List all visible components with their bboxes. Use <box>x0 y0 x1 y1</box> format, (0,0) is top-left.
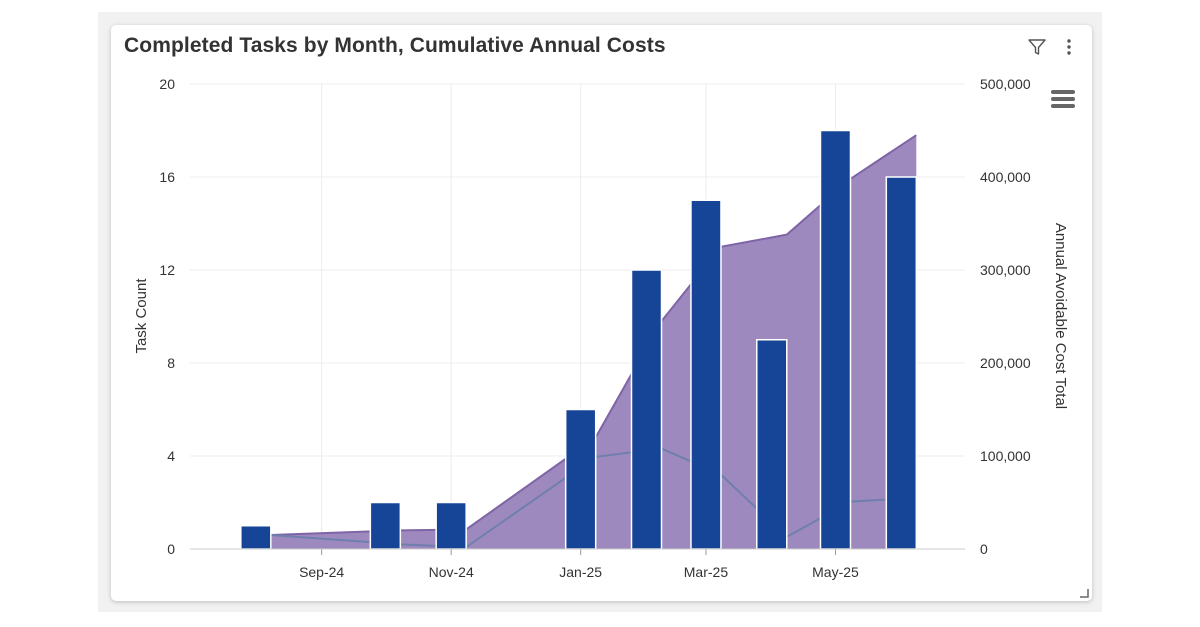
y-tick-label: 20 <box>159 76 175 92</box>
task-count-bar <box>690 199 722 550</box>
task-count-bar <box>819 129 852 550</box>
task-count-bar <box>756 339 788 550</box>
task-count-bar <box>885 176 918 550</box>
y-tick-label: 4 <box>167 448 175 464</box>
resize-handle-icon[interactable] <box>1079 588 1089 598</box>
task-count-bar <box>630 269 663 550</box>
x-tick-label: Jan-25 <box>559 564 602 580</box>
y2-tick-label: 500,000 <box>980 76 1031 92</box>
x-tick-label: Sep-24 <box>299 564 344 580</box>
y-tick-label: 0 <box>167 541 175 557</box>
y-axis-title: Task Count <box>133 278 150 354</box>
filter-icon[interactable] <box>1027 37 1047 57</box>
y2-tick-label: 100,000 <box>980 448 1031 464</box>
x-tick-label: Mar-25 <box>684 564 729 580</box>
more-options-icon[interactable] <box>1062 37 1076 57</box>
y-tick-label: 8 <box>167 355 175 371</box>
y-tick-label: 16 <box>159 169 175 185</box>
task-count-bar <box>564 408 597 550</box>
y2-tick-label: 0 <box>980 541 988 557</box>
task-count-bar <box>435 501 467 550</box>
y2-axis-title: Annual Avoidable Cost Total <box>1052 223 1069 409</box>
cumulative-cost-area <box>270 135 917 549</box>
task-count-bar <box>369 501 402 550</box>
y2-tick-label: 200,000 <box>980 355 1031 371</box>
widget-title: Completed Tasks by Month, Cumulative Ann… <box>124 34 666 57</box>
x-tick-label: Nov-24 <box>429 564 474 580</box>
y-tick-label: 12 <box>159 262 175 278</box>
y2-tick-label: 300,000 <box>980 262 1031 278</box>
x-tick-label: May-25 <box>812 564 859 580</box>
y2-tick-label: 400,000 <box>980 169 1031 185</box>
chart-menu-icon[interactable] <box>1050 88 1076 110</box>
task-count-bar <box>240 525 272 550</box>
